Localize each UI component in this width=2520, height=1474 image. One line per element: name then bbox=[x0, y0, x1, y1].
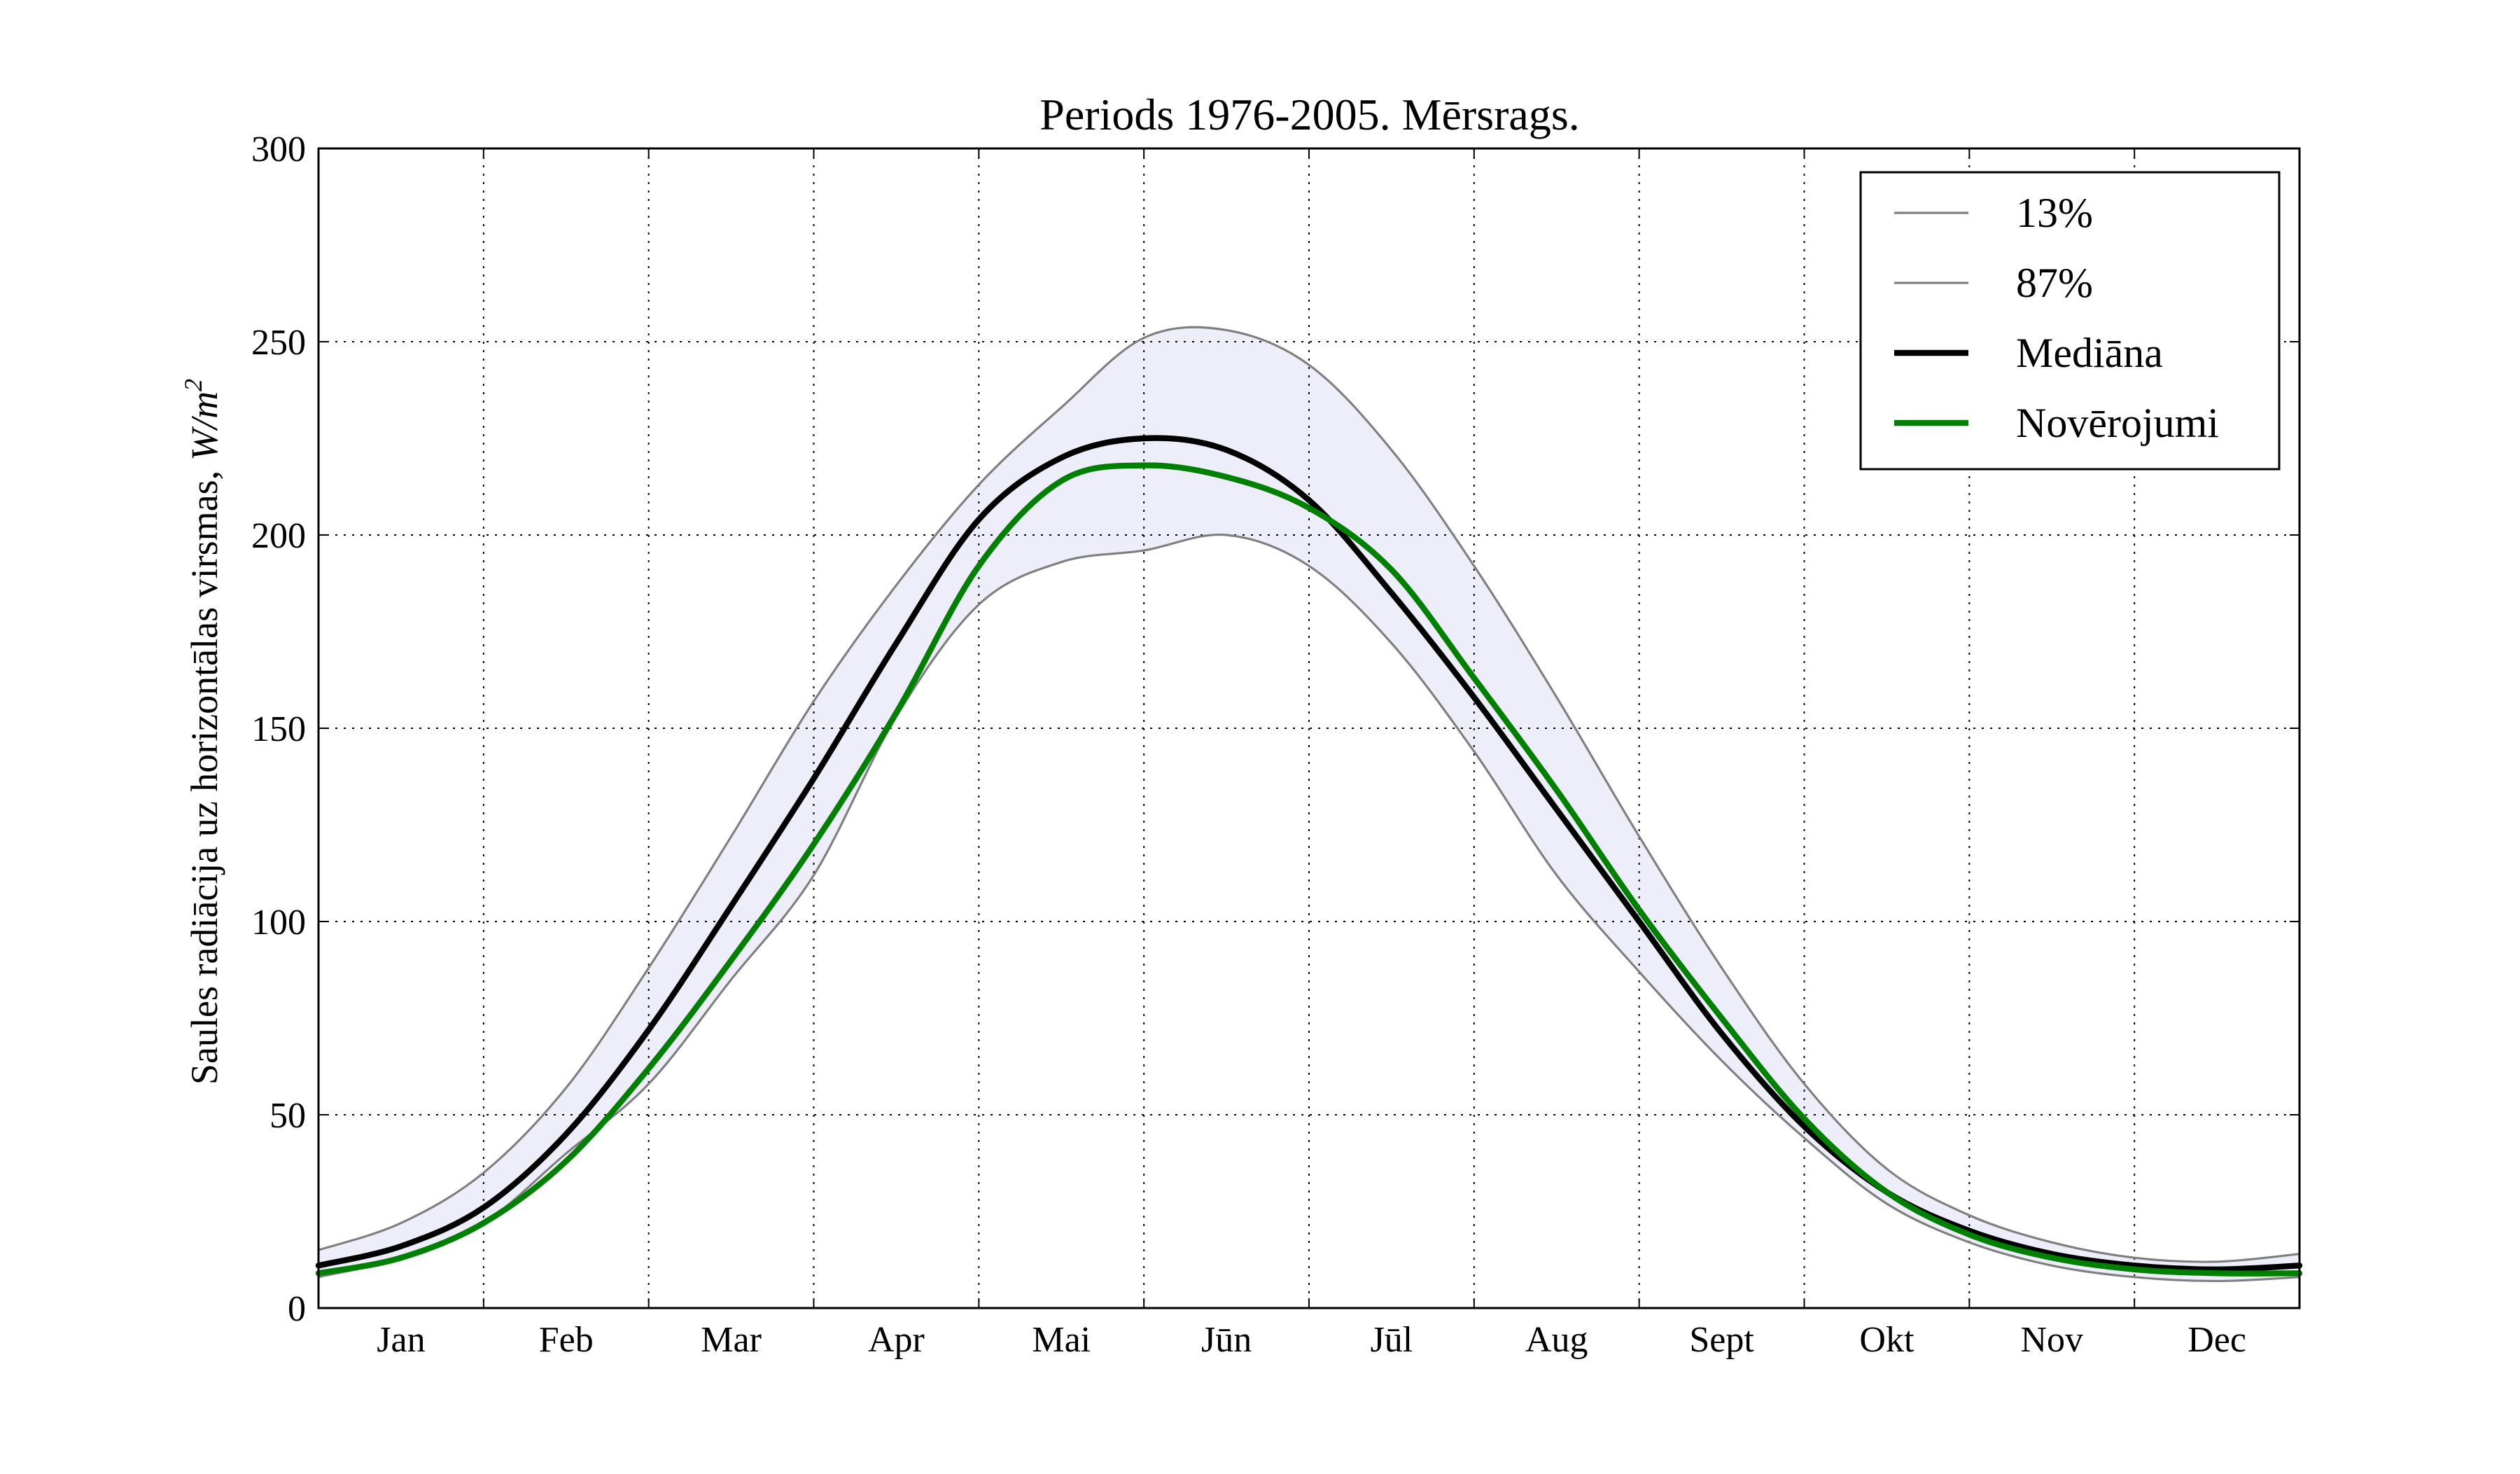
chart-title: Periods 1976-2005. Mērsrags. bbox=[1040, 90, 1579, 139]
y-axis-label: Saules radiācija uz horizontālas virsmas… bbox=[179, 379, 225, 1085]
legend-label: Novērojumi bbox=[2016, 400, 2219, 446]
y-axis-label-text: Saules radiācija uz horizontālas virsmas… bbox=[183, 471, 225, 1085]
y-tick-label: 300 bbox=[251, 130, 306, 169]
x-tick-label: Mar bbox=[701, 1320, 762, 1360]
y-axis-label-exponent: 2 bbox=[179, 379, 207, 391]
y-tick-label: 50 bbox=[270, 1096, 306, 1136]
legend-label: Mediāna bbox=[2016, 330, 2163, 376]
y-tick-label: 150 bbox=[251, 709, 306, 749]
x-tick-label: Sept bbox=[1689, 1320, 1754, 1360]
legend-box bbox=[1859, 171, 2281, 471]
x-tick-label: Jūl bbox=[1371, 1320, 1413, 1360]
x-tick-label: Feb bbox=[539, 1320, 594, 1360]
series-line-Novērojumi bbox=[315, 462, 2303, 1277]
x-tick-label: Okt bbox=[1859, 1320, 1914, 1360]
y-tick-label: 200 bbox=[251, 516, 306, 556]
series-line-87% bbox=[317, 326, 2301, 1263]
x-tick-label: Dec bbox=[2188, 1320, 2246, 1360]
x-tick-label: Mai bbox=[1032, 1320, 1091, 1360]
y-axis-label-unit: W/m bbox=[183, 391, 225, 461]
series-line-13% bbox=[317, 533, 2301, 1282]
y-tick-label: 0 bbox=[288, 1289, 306, 1329]
x-tick-label: Jan bbox=[377, 1320, 425, 1360]
y-tick-label: 100 bbox=[251, 903, 306, 943]
x-tick-label: Apr bbox=[868, 1320, 925, 1360]
x-tick-label: Nov bbox=[2020, 1320, 2083, 1360]
legend-label: 87% bbox=[2016, 260, 2093, 306]
y-tick-label: 250 bbox=[251, 323, 306, 363]
x-tick-label: Jūn bbox=[1201, 1320, 1252, 1360]
x-tick-label: Aug bbox=[1525, 1320, 1588, 1360]
legend-label: 13% bbox=[2016, 190, 2093, 236]
